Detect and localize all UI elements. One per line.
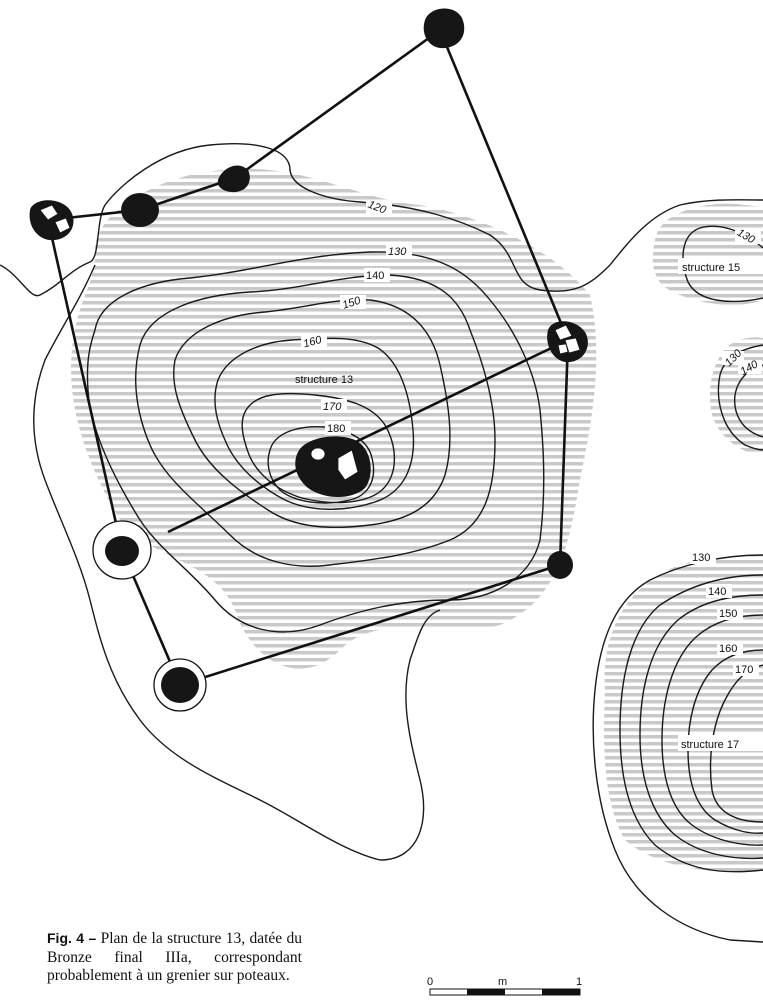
structure-labels: structure 13 structure 15 structure 17 xyxy=(295,258,763,751)
s17-outer xyxy=(592,554,763,943)
stone xyxy=(564,337,581,354)
scale-bar: 0 m 1 xyxy=(427,976,582,996)
post-hole-small xyxy=(217,165,250,193)
label-s17-130: 130 xyxy=(692,552,710,564)
structure-13-fill xyxy=(71,168,597,669)
structure-17-fill xyxy=(604,555,763,872)
figure-caption: Fig. 4 – Plan de la structure 13, datée … xyxy=(47,929,302,986)
caption-text: Plan de la structure 13, datée du Bronze… xyxy=(47,930,303,984)
label-150: 150 xyxy=(341,294,363,311)
label-s17-140: 140 xyxy=(708,586,726,598)
label-structure-15: structure 15 xyxy=(682,262,740,274)
label-structure-13: structure 13 xyxy=(295,374,353,386)
contour-140 xyxy=(134,274,496,567)
contour-labels-other: 130 130 140 130 140 150 160 170 xyxy=(690,227,762,676)
stone xyxy=(554,324,573,341)
stone xyxy=(310,447,326,461)
label-s17-160: 160 xyxy=(719,643,737,655)
scale-end: 1 xyxy=(576,976,582,988)
structure-15-fill xyxy=(652,203,763,305)
post-hole-s xyxy=(161,667,199,703)
label-140: 140 xyxy=(366,270,384,282)
contour-170 xyxy=(241,392,396,504)
label-structure-17: structure 17 xyxy=(681,739,739,751)
label-s17-150: 150 xyxy=(719,608,737,620)
stone xyxy=(39,204,59,221)
s17-contour-140 xyxy=(639,594,763,860)
contour-180 xyxy=(267,425,375,504)
scale-start: 0 xyxy=(427,976,433,988)
stone xyxy=(557,343,569,355)
post-hole-se xyxy=(547,551,573,579)
contour-labels-s13: 120 130 140 150 160 170 180 xyxy=(301,199,412,435)
stone xyxy=(337,449,359,481)
post-hole-top xyxy=(423,8,465,49)
scale-unit: m xyxy=(498,976,507,988)
s17-contour-130 xyxy=(619,574,763,873)
post-hole-sw xyxy=(105,536,139,566)
s17-contour-150 xyxy=(661,614,763,846)
post-hole-nw xyxy=(121,193,159,227)
contour-120 xyxy=(0,143,763,297)
label-160: 160 xyxy=(302,334,324,351)
contour-150 xyxy=(173,299,451,529)
label-130: 130 xyxy=(388,246,407,258)
contour-160 xyxy=(214,337,415,510)
label-170: 170 xyxy=(323,401,342,413)
post-holes xyxy=(29,8,588,712)
label-180: 180 xyxy=(327,423,345,435)
stone xyxy=(54,217,71,234)
contour-outer-lower xyxy=(33,264,441,861)
s15-contour-130 xyxy=(682,225,763,303)
label-s17-170: 170 xyxy=(735,664,753,676)
contour-130 xyxy=(86,251,545,633)
caption-label: Fig. 4 – xyxy=(47,930,97,946)
